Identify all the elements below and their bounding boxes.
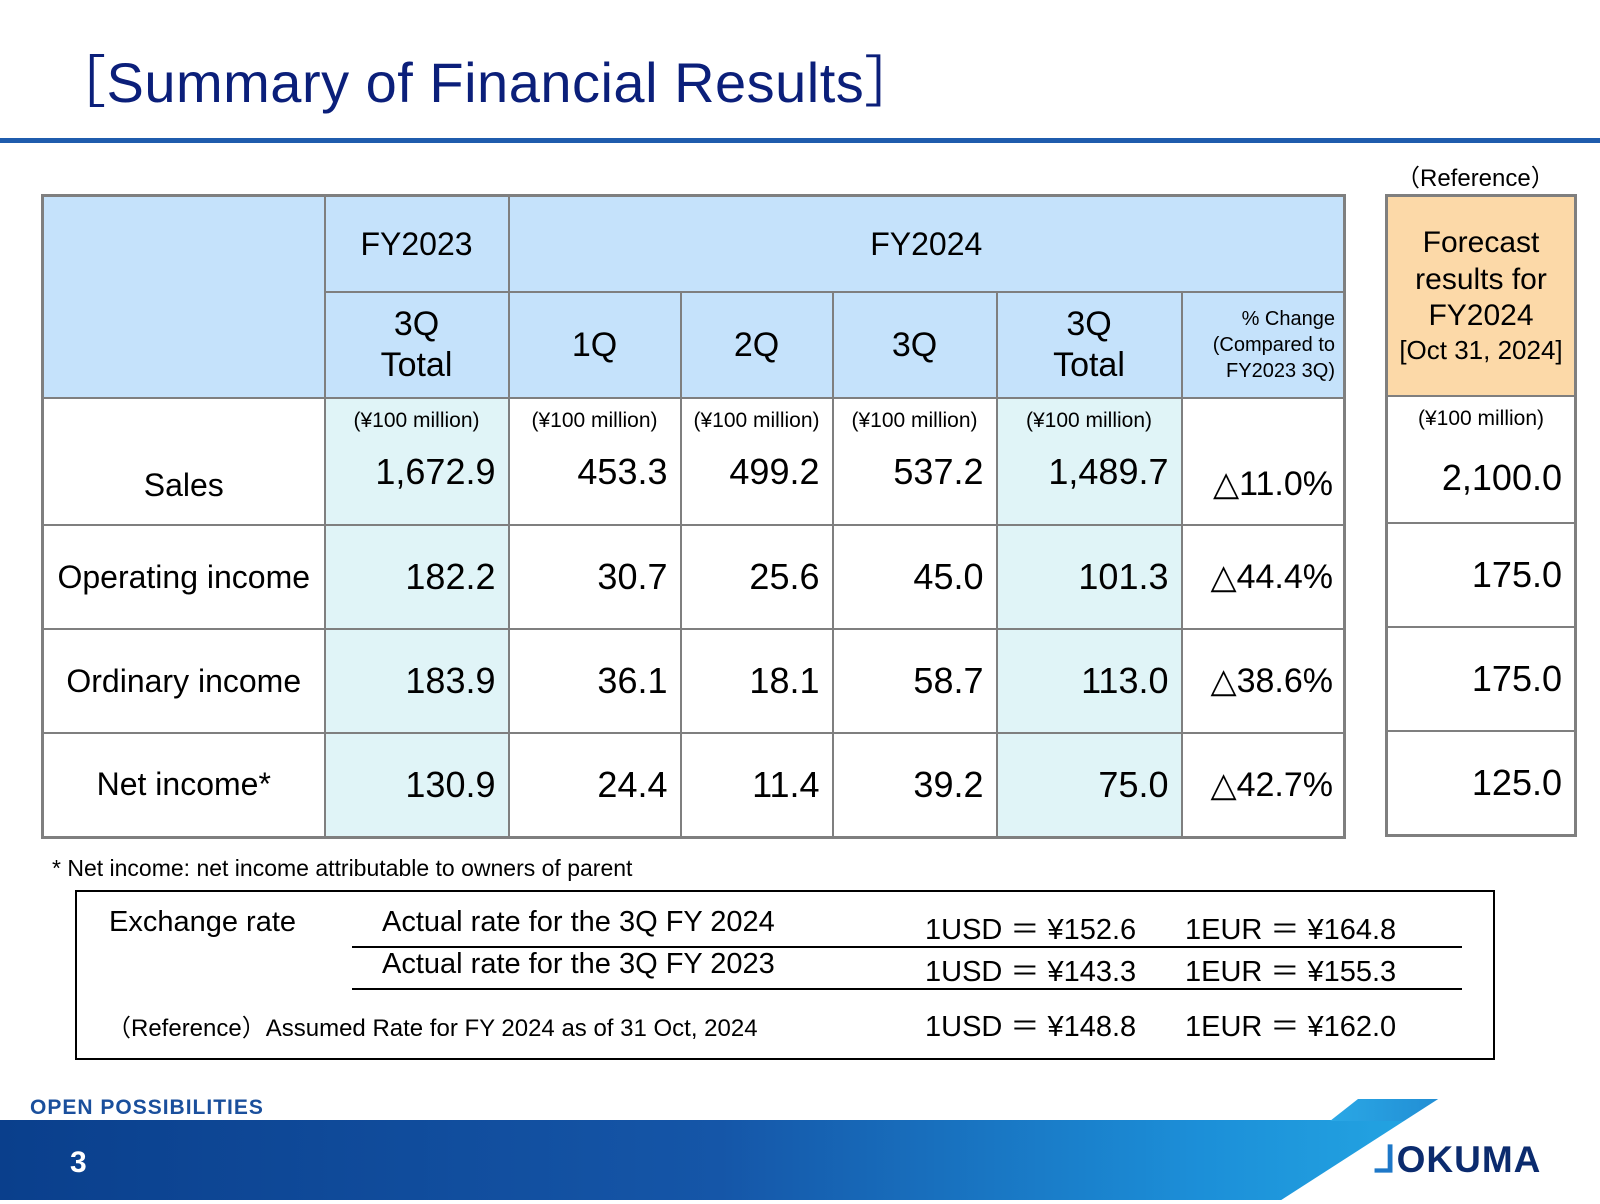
header-2q: 2Q bbox=[679, 291, 834, 399]
cell-pct-change: △42.7% bbox=[1180, 732, 1346, 838]
unit-label: (¥100 million) bbox=[851, 409, 978, 432]
header-pct-change: % Change (Compared to FY2023 3Q) bbox=[1180, 291, 1346, 399]
cell-fy2024-3q-total: 113.0 bbox=[995, 628, 1183, 734]
cell-fy2023-3q-total: 182.2 bbox=[323, 524, 510, 630]
header-fy2023: FY2023 bbox=[323, 194, 510, 293]
rate-usd-reference: 1USD ＝ ¥148.8 bbox=[925, 1011, 1137, 1043]
forecast-header: Forecast results for FY2024 [Oct 31, 202… bbox=[1385, 194, 1577, 397]
cell-fy2023-3q-total: (¥100 million) 1,672.9 bbox=[323, 397, 510, 526]
cell-1q: 24.4 bbox=[507, 732, 682, 838]
header-3q-label: 3Q bbox=[1066, 305, 1112, 344]
header-total-label: Total bbox=[380, 346, 453, 384]
cell-fy2024-3q-total: (¥100 million) 1,489.7 bbox=[995, 397, 1183, 526]
forecast-cell-sales: (¥100 million) 2,100.0 bbox=[1385, 395, 1577, 524]
forecast-header-line1: Forecast bbox=[1422, 226, 1540, 260]
unit-label: (¥100 million) bbox=[353, 409, 480, 432]
forecast-cell-net-income: 125.0 bbox=[1385, 730, 1577, 836]
rate-usd-2024: 1USD ＝ ¥152.6 bbox=[925, 914, 1137, 946]
cell-3q: 58.7 bbox=[831, 628, 998, 734]
unit-label: (¥100 million) bbox=[693, 409, 820, 432]
forecast-cell-operating-income: 175.0 bbox=[1385, 522, 1577, 628]
unit-label: (¥100 million) bbox=[531, 409, 658, 432]
page-title: ［Summary of Financial Results］ bbox=[50, 51, 921, 114]
footnote: * Net income: net income attributable to… bbox=[52, 855, 633, 881]
value: 537.2 bbox=[893, 451, 984, 492]
forecast-header-line2: results for bbox=[1415, 262, 1547, 296]
header-fy2024: FY2024 bbox=[507, 194, 1346, 293]
value: 1,489.7 bbox=[1048, 451, 1169, 492]
rate-usd-2023: 1USD ＝ ¥143.3 bbox=[925, 956, 1137, 988]
cell-3q: 45.0 bbox=[831, 524, 998, 630]
forecast-cell-ordinary-income: 175.0 bbox=[1385, 626, 1577, 732]
cell-fy2023-3q-total: 130.9 bbox=[323, 732, 510, 838]
header-total-label: Total bbox=[1053, 346, 1125, 384]
table-row-net-income: Net income* 130.9 24.4 11.4 39.2 75.0 △4… bbox=[41, 732, 1346, 838]
brand-tagline: OPEN POSSIBILITIES bbox=[30, 1096, 264, 1119]
rate-eur-2023: 1EUR ＝ ¥155.3 bbox=[1185, 956, 1397, 988]
cell-pct-change: △38.6% bbox=[1180, 628, 1346, 734]
forecast-header-line3: FY2024 bbox=[1428, 299, 1534, 333]
header-pct-line1: % Change bbox=[1241, 308, 1335, 330]
rate-eur-reference: 1EUR ＝ ¥162.0 bbox=[1185, 1011, 1397, 1043]
header-fy2023-3q-total: 3Q Total bbox=[323, 291, 510, 399]
rate-desc-reference: （Reference）Assumed Rate for FY 2024 as o… bbox=[107, 1015, 758, 1042]
cell-1q: 30.7 bbox=[507, 524, 682, 630]
reference-note: （Reference） bbox=[1396, 165, 1555, 192]
cell-2q: 18.1 bbox=[679, 628, 834, 734]
value: 1,672.9 bbox=[375, 451, 496, 492]
cell-1q: 36.1 bbox=[507, 628, 682, 734]
cell-2q: (¥100 million) 499.2 bbox=[679, 397, 834, 526]
table-row-operating-income: Operating income 182.2 30.7 25.6 45.0 10… bbox=[41, 524, 1346, 630]
row-label: Sales bbox=[41, 397, 326, 526]
cell-2q: 11.4 bbox=[679, 732, 834, 838]
value: 2,100.0 bbox=[1441, 457, 1562, 498]
value: 499.2 bbox=[729, 451, 820, 492]
cell-3q: (¥100 million) 537.2 bbox=[831, 397, 998, 526]
cell-2q: 25.6 bbox=[679, 524, 834, 630]
cell-1q: (¥100 million) 453.3 bbox=[507, 397, 682, 526]
table-row-sales: Sales (¥100 million) 1,672.9 (¥100 milli… bbox=[41, 397, 1346, 526]
cell-fy2024-3q-total: 101.3 bbox=[995, 524, 1183, 630]
header-3q: 3Q bbox=[831, 291, 998, 399]
title-divider bbox=[0, 138, 1600, 143]
header-pct-line2: (Compared to bbox=[1212, 334, 1335, 356]
logo-text: OKUMA bbox=[1396, 1139, 1542, 1180]
cell-fy2023-3q-total: 183.9 bbox=[323, 628, 510, 734]
header-1q: 1Q bbox=[507, 291, 682, 399]
rate-eur-2024: 1EUR ＝ ¥164.8 bbox=[1185, 914, 1397, 946]
rate-divider bbox=[352, 988, 1462, 990]
unit-label: (¥100 million) bbox=[1025, 409, 1153, 432]
exchange-rate-box: Exchange rate Actual rate for the 3Q FY … bbox=[75, 890, 1495, 1060]
forecast-row-operating-income: 175.0 bbox=[1385, 522, 1577, 628]
forecast-row-ordinary-income: 175.0 bbox=[1385, 626, 1577, 732]
rate-divider bbox=[352, 946, 1462, 948]
cell-pct-change: △11.0% bbox=[1180, 397, 1346, 526]
table-row-ordinary-income: Ordinary income 183.9 36.1 18.1 58.7 113… bbox=[41, 628, 1346, 734]
page-number: 3 bbox=[70, 1146, 87, 1179]
header-3q-label: 3Q bbox=[393, 305, 440, 344]
rate-desc-2024: Actual rate for the 3Q FY 2024 bbox=[382, 906, 775, 938]
cell-3q: 39.2 bbox=[831, 732, 998, 838]
logo-mark-icon: ⅃ bbox=[1375, 1139, 1397, 1180]
exchange-rate-label: Exchange rate bbox=[109, 906, 297, 938]
company-logo: ⅃OKUMA bbox=[1375, 1138, 1541, 1181]
row-label: Net income* bbox=[41, 732, 326, 838]
row-label: Ordinary income bbox=[41, 628, 326, 734]
unit-label: (¥100 million) bbox=[1417, 407, 1545, 430]
financial-results-table: FY2023 FY2024 3Q Total 1Q 2Q 3Q 3Q Total… bbox=[41, 194, 1346, 839]
forecast-header-date: [Oct 31, 2024] bbox=[1399, 335, 1563, 366]
header-pct-line3: FY2023 3Q) bbox=[1226, 360, 1335, 382]
value: 453.3 bbox=[577, 451, 668, 492]
row-label: Operating income bbox=[41, 524, 326, 630]
cell-fy2024-3q-total: 75.0 bbox=[995, 732, 1183, 838]
forecast-table: Forecast results for FY2024 [Oct 31, 202… bbox=[1385, 194, 1577, 837]
rate-desc-2023: Actual rate for the 3Q FY 2023 bbox=[382, 948, 775, 980]
forecast-row-net-income: 125.0 bbox=[1385, 730, 1577, 836]
header-fy2024-3q-total: 3Q Total bbox=[995, 291, 1183, 399]
corner-header-cell bbox=[41, 194, 326, 399]
forecast-row-sales: (¥100 million) 2,100.0 bbox=[1385, 395, 1577, 524]
cell-pct-change: △44.4% bbox=[1180, 524, 1346, 630]
